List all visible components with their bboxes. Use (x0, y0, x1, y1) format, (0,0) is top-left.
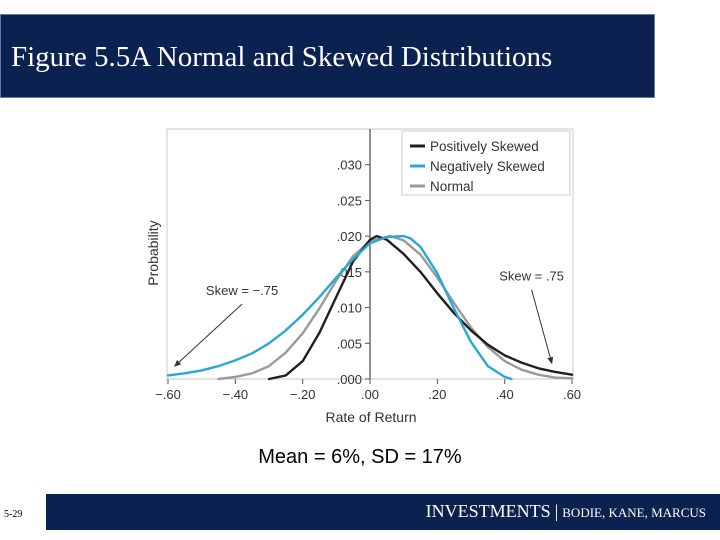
skew-annotation-label: Skew = .75 (499, 269, 564, 284)
skew-annotation-label: Skew = −.75 (206, 283, 278, 298)
series-line-normal (217, 234, 574, 381)
footer-separator: | (554, 501, 559, 521)
footer-book-title: INVESTMENTS (425, 501, 551, 521)
x-tick-label: .60 (563, 387, 581, 402)
skew-annotation-arrow (173, 303, 243, 367)
page-number: 5-29 (4, 509, 23, 520)
y-tick-label: .005 (337, 336, 362, 351)
y-tick-label: .010 (337, 301, 362, 316)
y-tick-label: .020 (337, 229, 362, 244)
y-axis-label: Probability (145, 220, 161, 285)
footer-authors: BODIE, KANE, MARCUS (562, 505, 706, 520)
slide-title: Figure 5.5A Normal and Skewed Distributi… (11, 41, 553, 73)
x-tick-label: .40 (496, 387, 514, 402)
series-line-positively-skewed (267, 234, 574, 381)
y-tick-label: .030 (337, 158, 362, 173)
x-axis-label: Rate of Return (325, 409, 416, 425)
series-line-negatively-skewed (166, 234, 513, 381)
caption: Mean = 6%, SD = 17% (0, 446, 720, 469)
x-tick-label: .00 (361, 387, 379, 402)
title-bar: Figure 5.5A Normal and Skewed Distributi… (0, 14, 655, 98)
x-tick-label: −.60 (155, 387, 181, 402)
legend-label: Negatively Skewed (430, 159, 545, 174)
x-tick-label: .20 (428, 387, 446, 402)
footer-text: INVESTMENTS | BODIE, KANE, MARCUS (426, 501, 706, 522)
x-tick-label: −.40 (222, 387, 248, 402)
skew-annotation-arrow (531, 289, 554, 365)
y-tick-label: .000 (337, 372, 362, 387)
y-tick-label: .025 (337, 193, 362, 208)
legend-label: Positively Skewed (430, 139, 539, 154)
legend-box (401, 130, 571, 196)
legend-label: Normal (430, 179, 474, 194)
footer-bar: INVESTMENTS | BODIE, KANE, MARCUS (46, 494, 720, 530)
caption-text: Mean = 6%, SD = 17% (258, 446, 462, 468)
x-tick-label: −.20 (290, 387, 316, 402)
distribution-chart: .000.005.010.015.020.025.030−.60 −.40 −.20… (145, 128, 581, 425)
